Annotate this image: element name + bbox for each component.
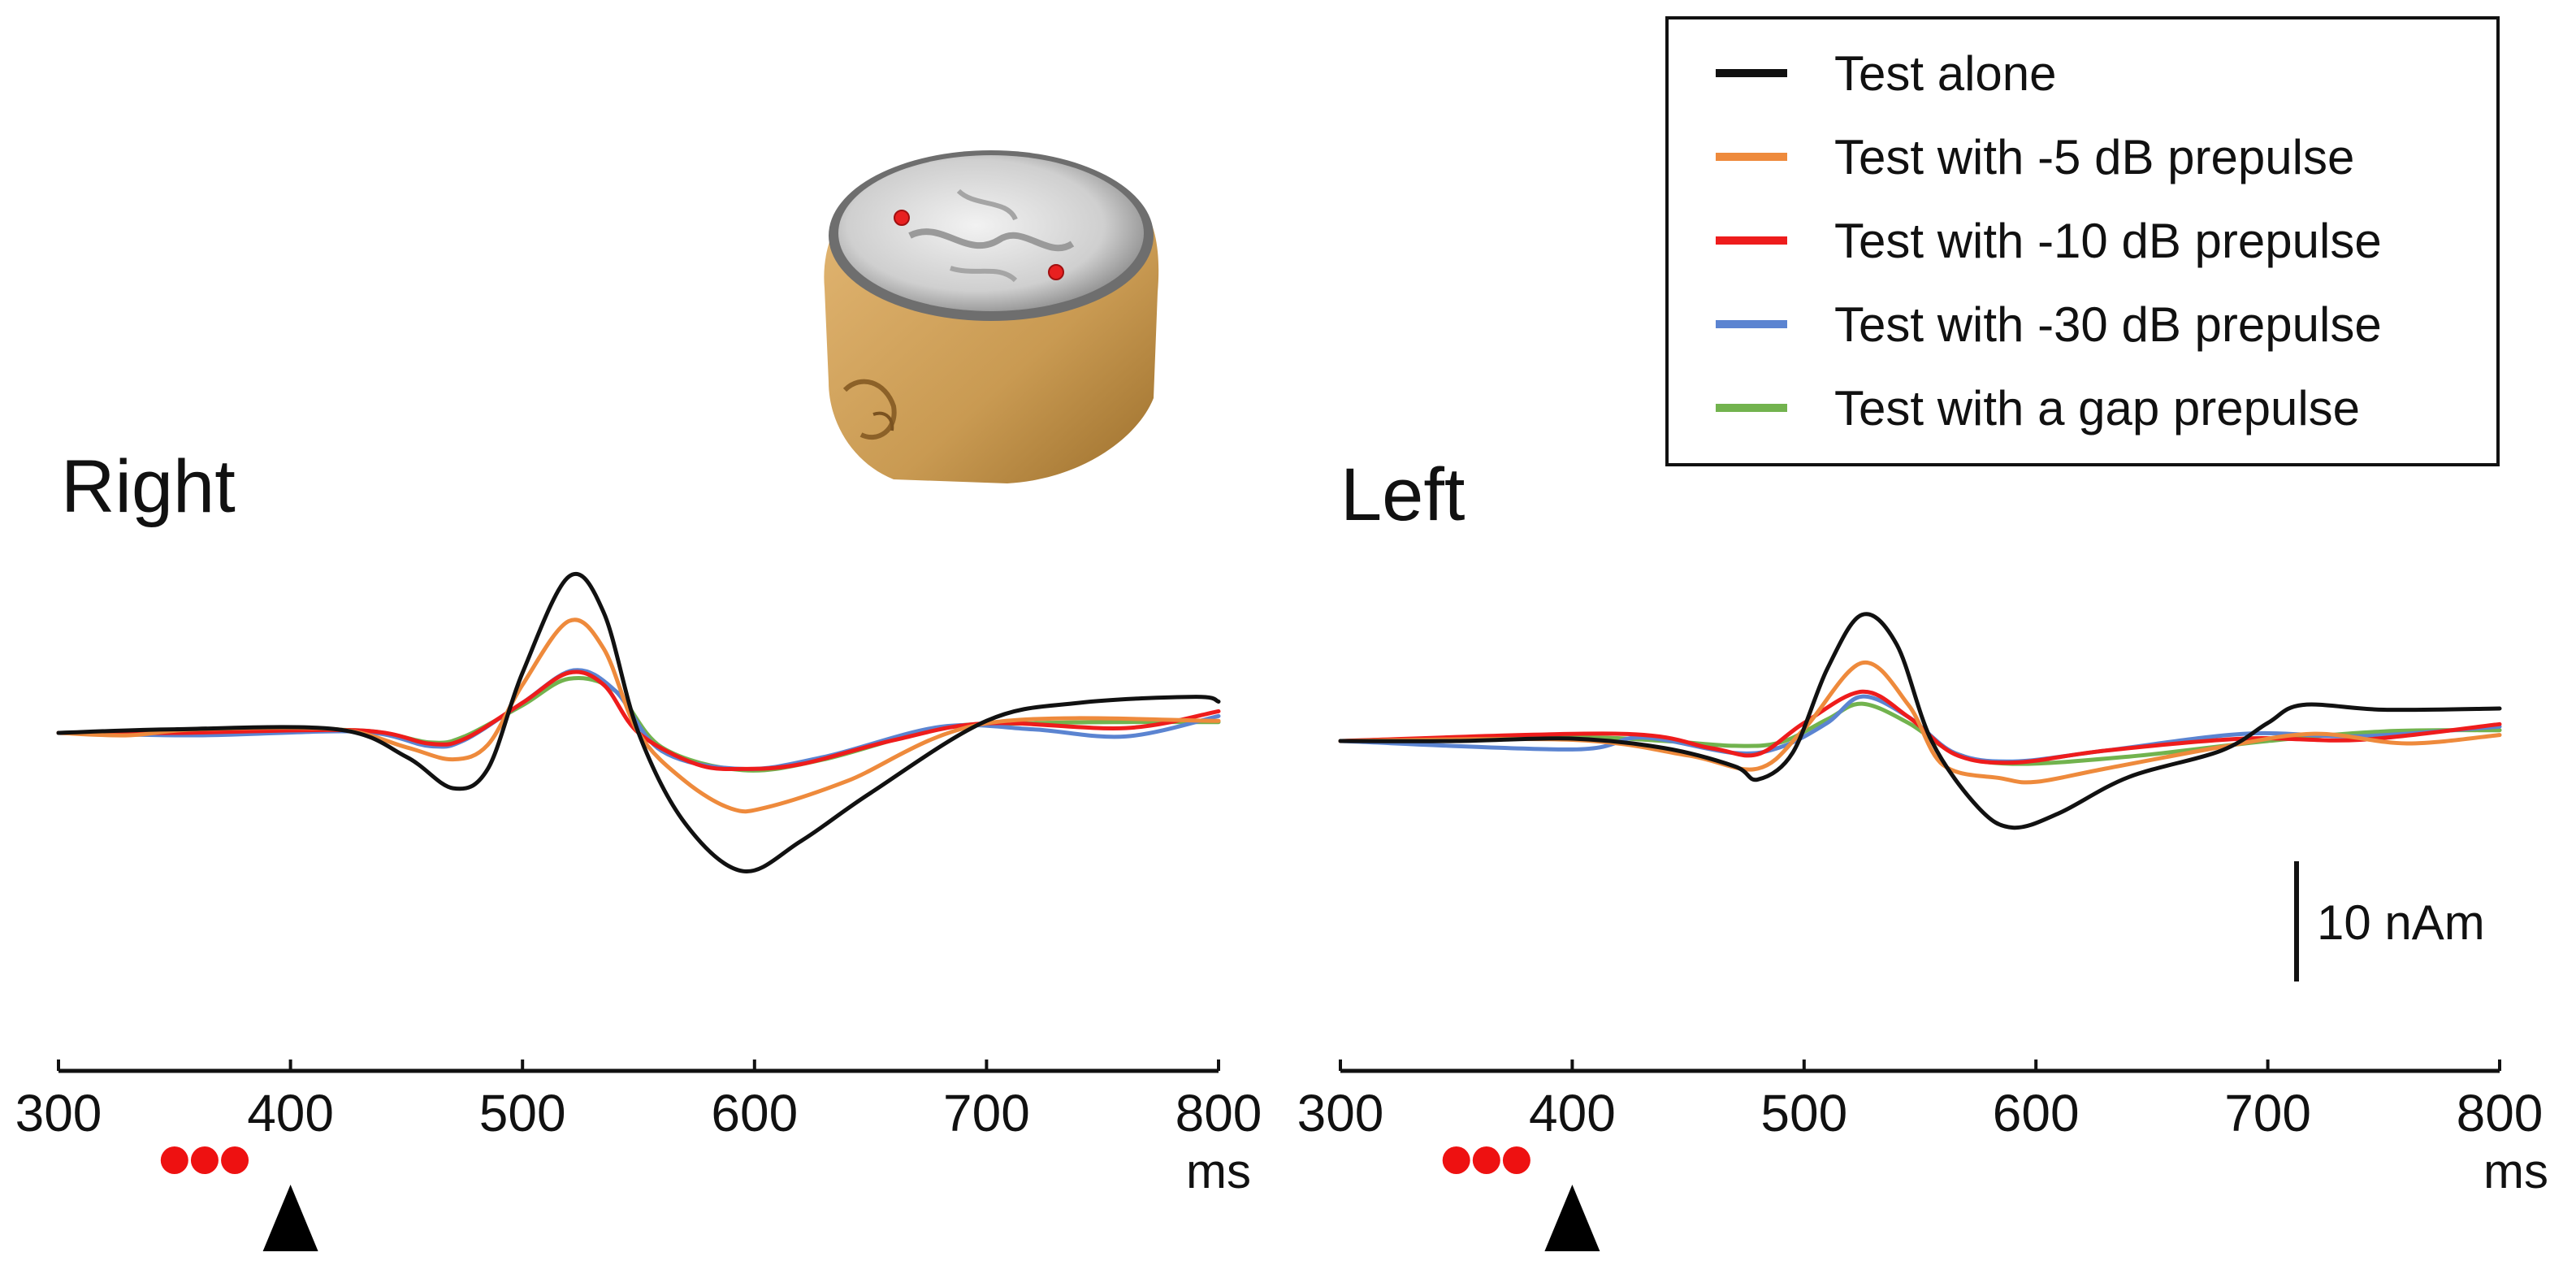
tick-label-500: 500 — [1760, 1084, 1847, 1142]
x-unit-right: ms — [1186, 1144, 1251, 1198]
tick-label-500: 500 — [479, 1084, 566, 1142]
prepulse-dot-2 — [190, 1146, 219, 1174]
x-unit-left: ms — [2483, 1144, 2548, 1198]
tick-label-800: 800 — [2457, 1084, 2544, 1142]
test-stimulus-marker — [1544, 1185, 1600, 1251]
prepulse-dot-1 — [160, 1146, 188, 1174]
tick-label-700: 700 — [2224, 1084, 2311, 1142]
stimulus-markers-left — [1442, 1146, 1600, 1251]
tick-label-800: 800 — [1175, 1084, 1262, 1142]
test-stimulus-marker — [262, 1185, 318, 1251]
panel-right: Right 300 400 500 600 700 800 ms — [15, 445, 1262, 1251]
trace-test-with-a-gap-prepulse-left — [1338, 701, 2502, 766]
legend-label-3: Test with -10 dB prepulse — [1834, 214, 2382, 268]
tick-label-400: 400 — [1529, 1084, 1616, 1142]
legend-label-1: Test alone — [1834, 46, 2057, 101]
panel-title-right: Right — [61, 445, 236, 528]
ticks-left: 300 400 500 600 700 800 — [1297, 1060, 2544, 1142]
ticks-right: 300 400 500 600 700 800 — [15, 1060, 1262, 1142]
trace-test-alone-left — [1338, 612, 2502, 830]
traces-right — [56, 571, 1221, 873]
panel-left: Left 300 400 500 600 700 800 ms — [1297, 453, 2548, 1251]
legend: Test alone Test with -5 dB prepulse Test w… — [1665, 16, 2500, 466]
legend-box — [1665, 16, 2500, 466]
legend-label-5: Test with a gap prepulse — [1834, 381, 2360, 436]
panel-title-left: Left — [1340, 453, 1465, 536]
head-brain-icon — [824, 150, 1159, 483]
trace-test-with-5-db-prepulse-left — [1338, 660, 2502, 785]
legend-label-2: Test with -5 dB prepulse — [1834, 130, 2354, 184]
tick-label-600: 600 — [1993, 1084, 2080, 1142]
legend-label-4: Test with -30 dB prepulse — [1834, 297, 2382, 352]
tick-label-300: 300 — [15, 1084, 102, 1142]
prepulse-dot-3 — [221, 1146, 249, 1174]
tick-label-600: 600 — [711, 1084, 798, 1142]
prepulse-dot-2 — [1472, 1146, 1500, 1174]
prepulse-dot-3 — [1502, 1146, 1530, 1174]
scale-bar: 10 nAm — [2294, 861, 2485, 982]
tick-label-300: 300 — [1297, 1084, 1384, 1142]
traces-left — [1338, 612, 2502, 830]
trace-test-alone-right — [56, 571, 1221, 873]
stimulus-markers-right — [160, 1146, 318, 1251]
tick-label-400: 400 — [247, 1084, 334, 1142]
tick-label-700: 700 — [943, 1084, 1030, 1142]
prepulse-dot-1 — [1442, 1146, 1470, 1174]
scale-bar-label: 10 nAm — [2317, 895, 2485, 950]
trace-test-with-5-db-prepulse-right — [56, 618, 1221, 814]
